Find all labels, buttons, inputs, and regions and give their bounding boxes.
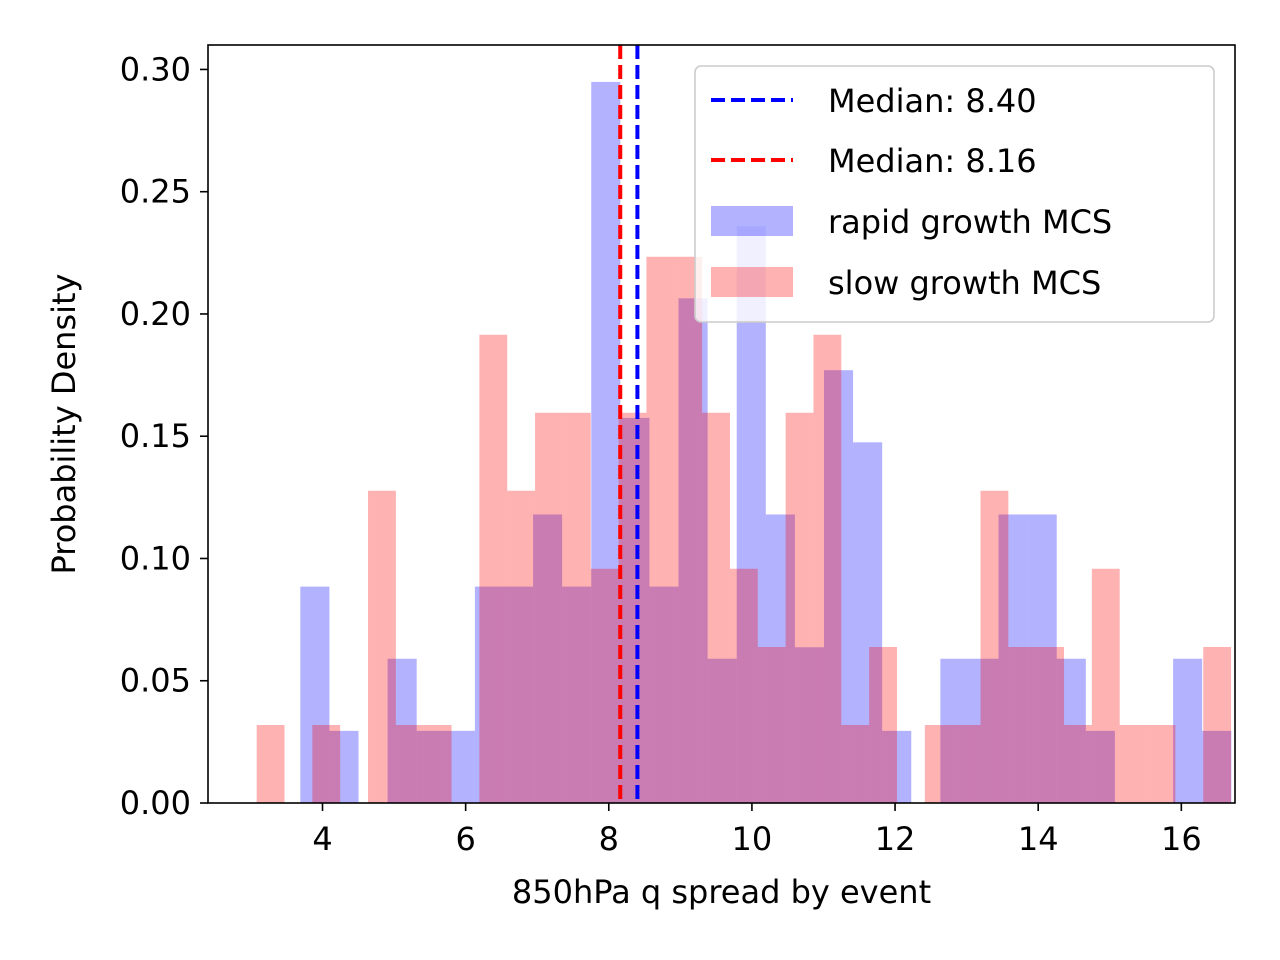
bar-rapid-6 [474,586,504,803]
bar-rapid-23 [969,658,999,803]
bar-rapid-4 [416,730,446,803]
bar-rapid-20 [882,730,912,803]
x-tick-label: 16 [1161,820,1202,858]
bar-slow-34 [1203,646,1232,803]
bar-slow-5 [395,724,424,803]
bar-slow-21 [841,724,870,803]
bar-rapid-22 [940,658,970,803]
bar-slow-22 [869,646,897,803]
bar-slow-14 [646,256,675,803]
bar-rapid-11 [620,417,650,803]
bar-rapid-1 [329,730,359,803]
bar-slow-20 [813,334,842,803]
bar-slow-32 [1147,724,1176,803]
x-axis-ticks: 4 6 8 10 12 14 16 [312,803,1202,858]
bar-slow-8 [479,334,508,803]
bar-rapid-12 [649,586,679,803]
bar-rapid-19 [853,442,883,803]
legend-box [694,65,1215,323]
plot-frame [207,44,1236,804]
y-tick-label: 0.10 [120,539,191,577]
bar-slow-9 [507,490,536,803]
bar-slow-19 [785,412,814,803]
bar-slow-4 [368,490,396,803]
legend-label-slow-growth: slow growth MCS [828,264,1101,302]
y-tick-label: 0.15 [120,417,191,455]
y-tick-label: 0.05 [120,662,191,700]
bar-rapid-27 [1085,730,1115,803]
bar-rapid-17 [794,647,824,803]
bar-slow-2 [312,724,341,803]
bar-rapid-30 [1173,658,1203,803]
legend: Median: 8.40 Median: 8.16 rapid growth M… [694,65,1215,323]
bar-slow-18 [757,646,786,803]
bars-layer [256,81,1232,803]
bar-rapid-3 [387,658,417,803]
bar-rapid-18 [823,370,854,803]
bar-slow-15 [674,256,703,803]
bar-rapid-26 [1056,658,1086,803]
bar-slow-0 [256,724,285,803]
y-tick-label: 0.30 [120,50,191,88]
bar-slow-25 [952,724,981,803]
legend-label-median-rapid: Median: 8.40 [828,82,1037,120]
y-tick-label: 0.25 [120,173,191,211]
bar-slow-16 [702,412,730,803]
x-tick-label: 12 [875,820,916,858]
x-tick-label: 14 [1018,820,1059,858]
y-axis-label: Probability Density [45,274,83,575]
bar-rapid-10 [591,81,621,803]
y-tick-label: 0.20 [120,295,191,333]
bar-rapid-31 [1202,730,1232,803]
x-tick-label: 4 [312,820,332,858]
bar-slow-12 [590,568,619,803]
bar-rapid-5 [445,730,475,803]
legend-swatch-rapid-growth [711,206,793,236]
bar-slow-26 [980,490,1009,803]
bar-slow-27 [1008,646,1037,803]
bar-slow-6 [423,724,452,803]
x-tick-label: 8 [599,820,619,858]
bar-slow-31 [1119,724,1148,803]
legend-label-rapid-growth: rapid growth MCS [828,203,1112,241]
bar-rapid-25 [1027,514,1057,803]
bar-rapid-14 [707,658,737,803]
x-tick-label: 10 [732,820,773,858]
bar-slow-28 [1036,646,1065,803]
median-lines [618,45,640,803]
bar-rapid-13 [678,298,708,803]
bar-rapid-7 [503,586,534,803]
bar-rapid-16 [765,514,795,803]
bar-slow-10 [535,412,563,803]
bar-slow-30 [1091,568,1120,803]
bar-rapid-9 [562,586,592,803]
x-axis-label: 850hPa q spread by event [512,873,931,911]
bar-slow-29 [1064,724,1092,803]
bar-rapid-8 [533,514,563,803]
y-tick-label: 0.00 [120,784,191,822]
bar-slow-24 [924,724,953,803]
bar-slow-13 [618,412,647,803]
y-axis-ticks: 0.00 0.05 0.10 0.15 0.20 0.25 0.30 [120,50,208,822]
bar-rapid-24 [998,514,1028,803]
bar-slow-17 [729,568,758,803]
x-tick-label: 6 [455,820,475,858]
legend-label-median-slow: Median: 8.16 [828,142,1037,180]
bar-slow-11 [562,412,591,803]
legend-swatch-slow-growth [711,267,793,297]
bar-rapid-0 [300,586,330,803]
